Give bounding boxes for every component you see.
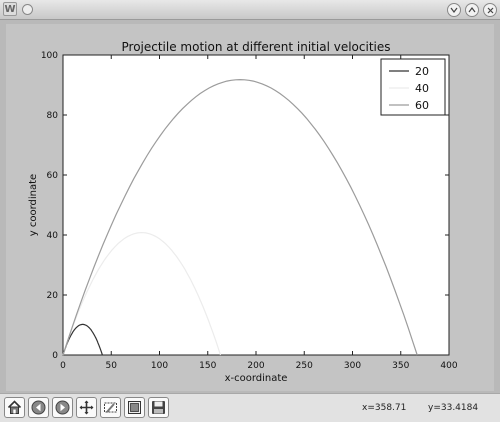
x-tick-label: 250 xyxy=(296,361,313,371)
navigation-toolbar: x=358.71 y=33.4184 xyxy=(0,393,500,422)
y-coordinate-readout: y=33.4184 xyxy=(428,403,479,413)
chart-title: Projectile motion at different initial v… xyxy=(122,40,391,54)
series-line-60 xyxy=(62,78,418,356)
projectile-chart[interactable]: Projectile motion at different initial v… xyxy=(6,24,494,391)
legend-box xyxy=(380,58,446,116)
maximize-button[interactable] xyxy=(465,3,479,17)
arrow-left-icon xyxy=(31,400,46,415)
x-tick-label: 200 xyxy=(247,361,264,371)
x-axis-label: x-coordinate xyxy=(225,373,288,384)
y-tick-label: 0 xyxy=(52,351,58,361)
subplots-icon xyxy=(128,401,141,414)
zoom-button[interactable] xyxy=(100,397,121,418)
app-icon: W xyxy=(3,2,17,16)
floppy-icon xyxy=(152,401,165,414)
save-button[interactable] xyxy=(148,397,169,418)
move-icon xyxy=(79,400,94,415)
legend-label: 40 xyxy=(415,82,429,95)
close-button[interactable] xyxy=(483,3,497,17)
figure-canvas[interactable]: Projectile motion at different initial v… xyxy=(6,24,494,391)
y-tick-label: 100 xyxy=(41,51,58,61)
x-tick-label: 150 xyxy=(199,361,216,371)
y-tick-label: 40 xyxy=(47,231,59,241)
y-axis-label: y coordinate xyxy=(28,174,39,236)
x-tick-label: 50 xyxy=(106,361,118,371)
home-button[interactable] xyxy=(4,397,25,418)
series-line-40 xyxy=(62,231,222,356)
window-menu-button[interactable] xyxy=(22,4,33,15)
legend: 20 40 60 xyxy=(380,58,446,116)
legend-label: 20 xyxy=(415,65,429,78)
back-button[interactable] xyxy=(28,397,49,418)
series-lines xyxy=(62,78,418,356)
x-tick-label: 350 xyxy=(392,361,409,371)
subplots-button[interactable] xyxy=(124,397,145,418)
home-icon xyxy=(7,400,22,414)
x-tick-label: 300 xyxy=(344,361,361,371)
x-tick-label: 400 xyxy=(440,361,457,371)
zoom-rect-icon xyxy=(104,402,117,413)
axis-ticks: 0 50 100 150 200 250 300 350 400 0 20 40 60 80 100 xyxy=(41,51,458,371)
y-tick-label: 60 xyxy=(47,171,59,181)
x-tick-label: 0 xyxy=(60,361,66,371)
series-line-20 xyxy=(62,323,103,356)
legend-label: 60 xyxy=(415,99,429,112)
close-icon xyxy=(487,7,493,13)
x-coordinate-readout: x=358.71 xyxy=(362,403,407,413)
x-tick-label: 100 xyxy=(151,361,168,371)
minimize-button[interactable] xyxy=(447,3,461,17)
chevron-up-icon xyxy=(468,7,476,13)
chevron-down-icon xyxy=(450,7,458,13)
arrow-right-icon xyxy=(55,400,70,415)
forward-button[interactable] xyxy=(52,397,73,418)
y-tick-label: 80 xyxy=(47,111,59,121)
window-titlebar: W xyxy=(0,0,500,20)
y-tick-label: 20 xyxy=(47,291,59,301)
pan-button[interactable] xyxy=(76,397,97,418)
